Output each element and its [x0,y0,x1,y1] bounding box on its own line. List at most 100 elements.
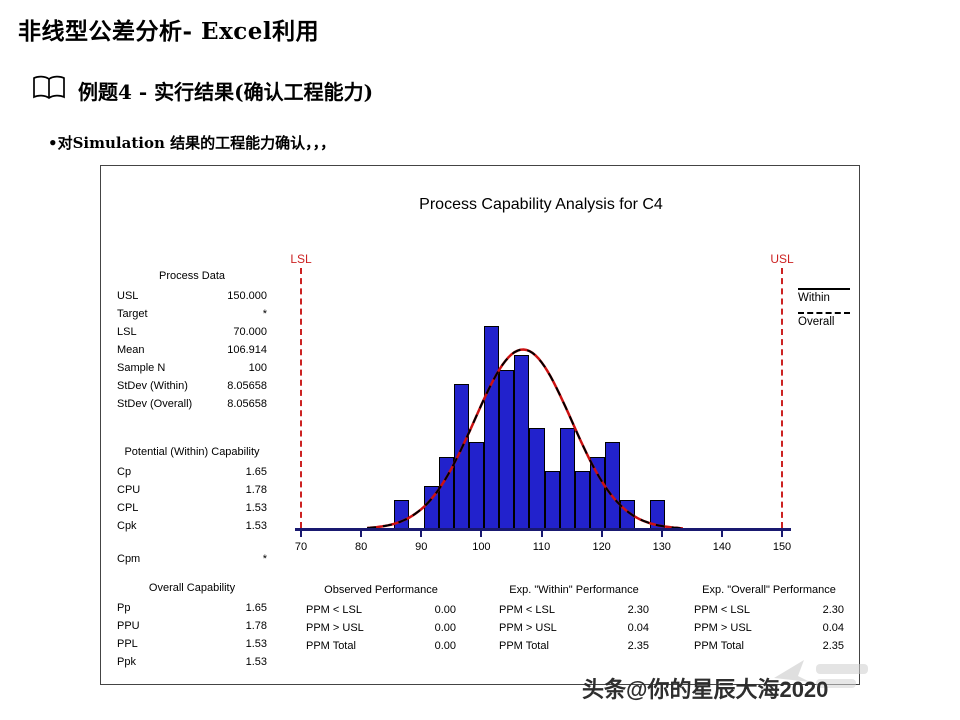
stat-label: CPU [117,484,141,496]
stat-label: Target [117,308,148,320]
chart-title: Process Capability Analysis for C4 [419,196,663,213]
x-tick-label: 140 [712,541,732,553]
stat-label: USL [117,290,139,302]
histogram-bar [394,500,410,529]
stat-row: PPM Total 2.35 [694,637,844,655]
stat-value: 1.78 [245,484,267,496]
bullet-text: •对Simulation 结果的工程能力确认，，， [48,134,336,152]
process-data-table: USL 150.000 Target * LSL 70.000 Mean 106.914 Sam… [117,287,267,413]
stat-row: PPM > USL 0.04 [694,619,844,637]
stat-label: LSL [117,326,137,338]
stat-row: CPU 1.78 [117,481,267,499]
histogram-bar [649,500,665,529]
exp-within-performance-rows: PPM < LSL 2.30 PPM > USL 0.04 PPM Total 2.35 [499,601,649,655]
stat-label: Cpm [117,553,141,565]
stat-value: 0.00 [434,622,456,634]
stat-row: PPU 1.78 [117,617,267,635]
x-tick-label: 90 [415,541,428,553]
process-data-header: Process Data [158,270,226,282]
histogram-bar [454,384,470,529]
stat-row: Mean 106.914 [117,341,267,359]
faint-watermark-logo [770,652,874,701]
stat-row: LSL 70.000 [117,323,267,341]
x-axis-line [295,528,791,531]
histogram-bar [469,442,485,529]
stat-row: PPL 1.53 [117,635,267,653]
overall-capability-panel: Overall Capability Pp 1.65 PPU 1.78 PPL 1.53 P… [117,582,267,671]
stat-label: PPM Total [306,640,356,652]
stat-row: PPM > USL 0.04 [499,619,649,637]
stat-value: 1.53 [245,520,267,532]
usl-line [781,268,783,528]
open-book-icon [32,74,66,106]
stat-label: CPL [117,502,139,514]
histogram-bar [574,471,590,529]
stat-label: Sample N [117,362,166,374]
stat-value: 0.00 [434,604,456,616]
legend: Within Overall [798,288,856,328]
stat-row: PPM < LSL 2.30 [499,601,649,619]
stat-row: Cp 1.65 [117,463,267,481]
exp-overall-performance-header: Exp. "Overall" Performance [702,584,836,596]
stat-label: PPM < LSL [306,604,362,616]
stat-label: PPM < LSL [499,604,555,616]
stat-label: PPM Total [694,640,744,652]
stat-row: PPM < LSL 0.00 [306,601,456,619]
stat-value: 8.05658 [227,380,267,392]
x-tick-label: 100 [472,541,491,553]
stat-value: 1.65 [245,466,267,478]
histogram-bar [559,427,575,529]
x-tick [540,531,543,537]
within-line-sample [798,288,850,290]
stat-label: StDev (Overall) [117,398,193,410]
legend-within-label: Within [798,292,830,304]
stat-value: 70.000 [233,326,267,338]
stat-label: Ppk [117,656,136,668]
stat-value: 106.914 [227,344,267,356]
stat-value: 1.53 [245,656,267,668]
exp-within-performance-table: Exp. "Within" Performance PPM < LSL 2.30 P… [499,584,649,655]
stat-row: PPM Total 0.00 [306,637,456,655]
stat-row: CPL 1.53 [117,499,267,517]
process-data-panel: Process Data USL 150.000 Target * LSL 70.000 M… [117,270,267,413]
exp-overall-performance-table: Exp. "Overall" Performance PPM < LSL 2.30… [694,584,844,655]
stat-label: PPL [117,638,138,650]
histogram-bar [439,456,455,529]
watermark-text: 头条@你的星辰大海2020 [582,677,829,702]
x-tick [600,531,603,537]
x-tick [660,531,663,537]
stat-value: 1.65 [245,602,267,614]
histogram-bar [514,355,530,529]
stat-value: 0.04 [822,622,844,634]
stat-label: Cpk [117,520,137,532]
histogram-bar [619,500,635,529]
stat-value: 1.53 [245,638,267,650]
stat-value: 0.00 [434,640,456,652]
stat-label: PPM > USL [694,622,752,634]
stat-row: Pp 1.65 [117,599,267,617]
stat-value: 2.30 [822,604,844,616]
stat-value: * [262,308,267,320]
stat-row: USL 150.000 [117,287,267,305]
lsl-label: LSL [290,252,312,266]
page-title: 非线型公差分析- Excel利用 [18,18,320,45]
within-capability-table: Cp 1.65 CPU 1.78 CPL 1.53 Cpk 1.53 Cpm * [117,463,267,568]
stat-row: Ppk 1.53 [117,653,267,671]
histogram-bar [484,326,500,529]
overall-capability-table: Pp 1.65 PPU 1.78 PPL 1.53 Ppk 1.53 [117,599,267,671]
stat-value: 1.78 [245,620,267,632]
x-tick-label: 70 [294,541,308,553]
stat-label: PPM > USL [499,622,557,634]
stat-value: 0.04 [627,622,649,634]
observed-performance-table: Observed Performance PPM < LSL 0.00 PPM > … [306,584,456,655]
stat-row: PPM Total 2.35 [499,637,649,655]
x-tick [360,531,363,537]
section-title: 例题4 - 实行结果(确认工程能力) [78,79,374,104]
stat-value: 2.35 [822,640,844,652]
exp-within-performance-header: Exp. "Within" Performance [509,584,639,596]
x-tick [720,531,723,537]
stat-row: Cpm * [117,550,267,568]
stat-row: PPM > USL 0.00 [306,619,456,637]
within-capability-header: Potential (Within) Capability [124,446,260,458]
